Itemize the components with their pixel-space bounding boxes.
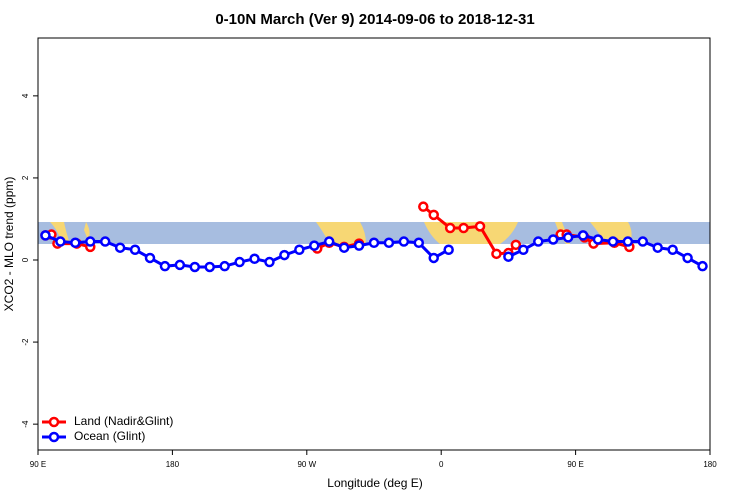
point [70,237,81,249]
point [353,240,365,251]
point [279,249,290,261]
x-tick-label: 90 E [567,460,583,469]
point [383,237,395,249]
legend-marker [48,431,60,443]
legend-label: Land (Nadir&Glint) [74,414,173,428]
point [219,260,230,272]
point [637,236,649,247]
point [592,234,604,245]
point [413,237,425,249]
y-axis-label: XCO2 - MLO trend (ppm) [2,177,16,312]
point [204,261,215,273]
point [491,248,502,260]
x-tick-label: 90 E [30,460,46,469]
point [174,259,186,271]
x-tick-label: 180 [166,460,180,469]
point [474,221,486,232]
plot-frame [37,37,711,451]
x-tick-label: 90 W [297,460,316,469]
point [144,252,156,264]
point [458,222,469,234]
point [85,236,96,247]
point [40,230,51,241]
point [682,252,693,264]
point [428,209,439,221]
point [368,237,380,249]
point [114,242,126,253]
y-tick-label: 4 [21,93,30,98]
point [510,239,522,251]
point [443,244,454,255]
y-tick-label: 2 [21,175,30,180]
point [338,242,350,253]
point [547,234,559,245]
chart-title: 0-10N March (Ver 9) 2014-09-06 to 2018-1… [215,11,534,28]
point [99,236,111,247]
point [234,256,245,268]
point [577,230,589,241]
point [249,253,260,265]
x-tick-label: 180 [703,460,717,469]
x-tick-label: 0 [439,460,444,469]
point [323,236,335,247]
point [294,244,305,255]
point [667,244,678,255]
point [129,244,141,255]
legend-label: Ocean (Glint) [74,429,145,443]
point [264,256,275,268]
point [189,261,201,273]
point [398,236,410,247]
x-axis-label: Longitude (deg E) [327,476,422,490]
point [518,244,529,255]
point [562,232,574,243]
y-tick-label: -2 [21,338,30,346]
y-tick-label: 0 [21,257,30,262]
point [159,260,171,272]
legend-marker [48,416,60,428]
point [622,236,634,247]
point [444,222,456,234]
legend: Land (Nadir&Glint)Ocean (Glint) [42,414,173,443]
point [503,251,514,262]
point [428,252,439,264]
point [697,260,708,272]
point [55,236,66,247]
point [533,236,544,247]
y-tick-label: -4 [21,420,30,428]
point [652,242,663,253]
point [418,201,429,212]
point [607,236,619,247]
point [309,240,320,251]
